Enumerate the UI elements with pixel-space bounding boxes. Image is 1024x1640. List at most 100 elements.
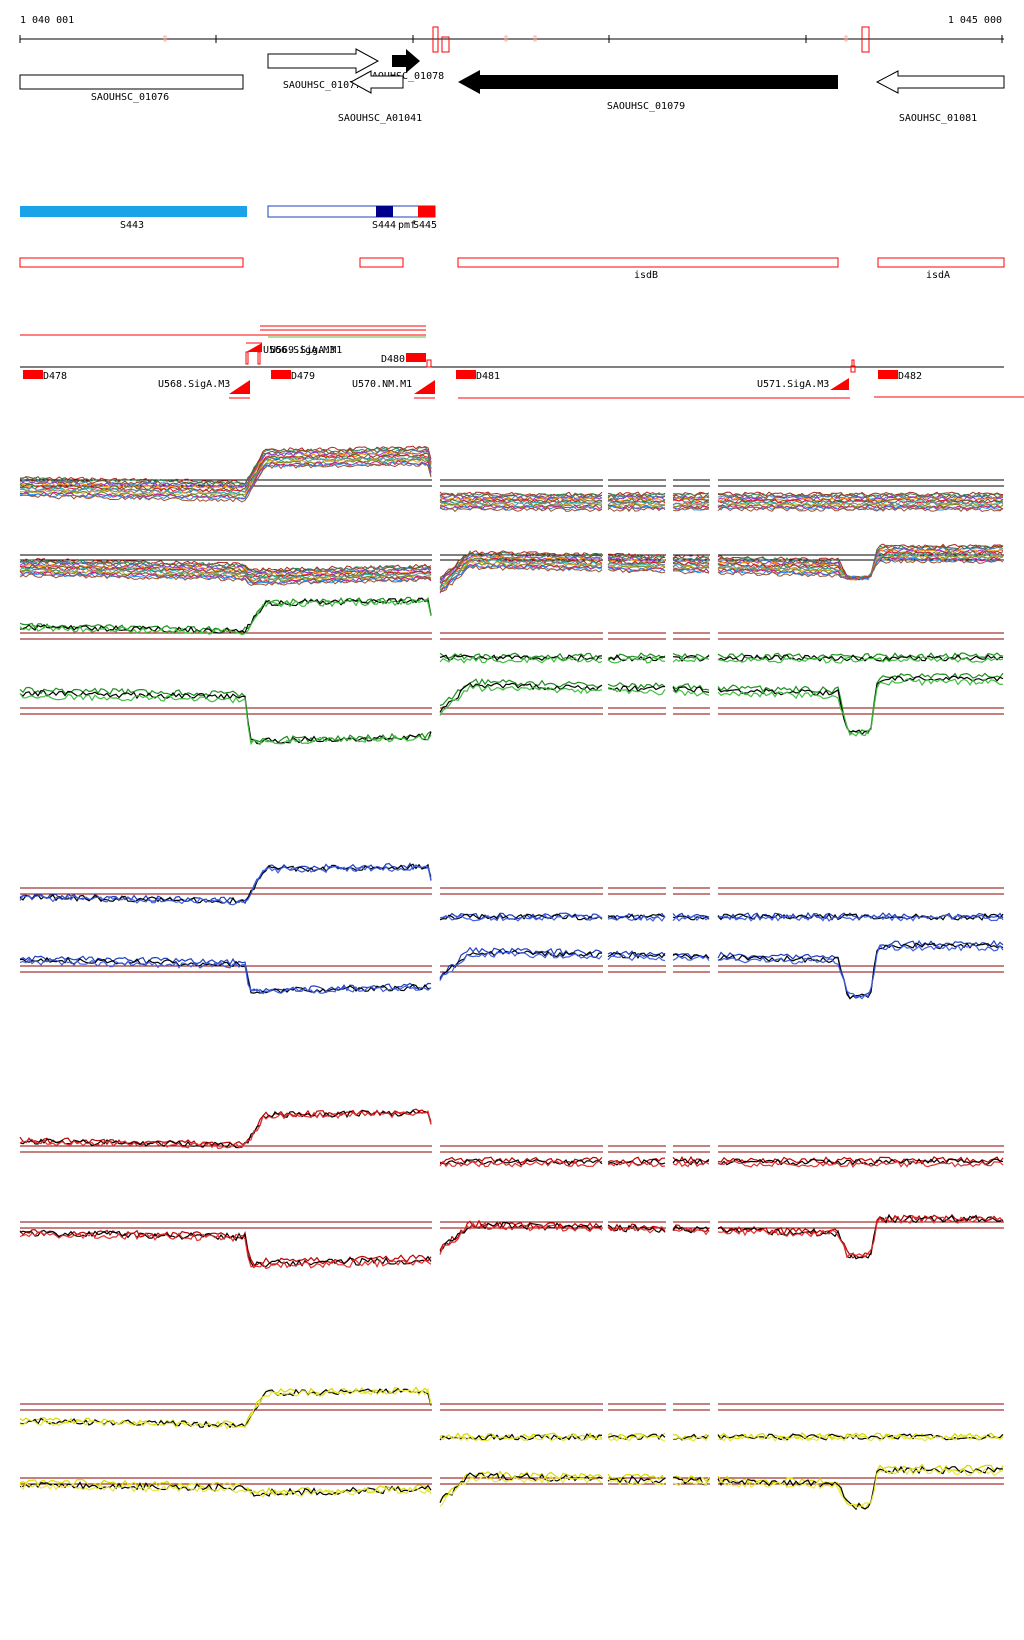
feature-isdb[interactable]: isdB	[457, 257, 839, 281]
profile-trace	[717, 492, 1004, 498]
segment-s443[interactable]: S443	[20, 206, 247, 231]
profile-trace	[439, 506, 603, 513]
gene-saouhsc-a01041[interactable]: SAOUHSC_A01041	[338, 70, 422, 124]
profile-trace	[439, 684, 603, 716]
profile-trace	[19, 598, 432, 636]
profile-trace	[717, 654, 1004, 662]
site-marker[interactable]	[229, 380, 250, 394]
segment-label: S445	[413, 220, 437, 231]
profile-trace	[19, 958, 432, 995]
profile-trace	[717, 1213, 1004, 1259]
profile-trace	[607, 1435, 666, 1442]
profile-trace	[717, 1433, 1004, 1441]
profile-trace	[607, 687, 666, 696]
profile-trace	[439, 1156, 603, 1165]
site-label: D480	[381, 354, 405, 365]
site-marker[interactable]	[830, 378, 849, 390]
profile-trace	[607, 1225, 666, 1234]
profile-trace	[717, 506, 1004, 513]
profile-trace	[672, 1227, 710, 1236]
profile-trace	[439, 1432, 603, 1440]
profile-trace	[439, 913, 603, 921]
site-label: D481	[476, 371, 500, 382]
profile-trace	[19, 1229, 432, 1269]
site-d482[interactable]	[878, 370, 898, 379]
profile-trace	[439, 1470, 603, 1501]
profile-trace	[672, 570, 710, 575]
profile-trace	[672, 1160, 710, 1168]
profile-trace	[672, 689, 710, 697]
feature-label: isdA	[926, 270, 950, 281]
profile-trace	[19, 1482, 432, 1498]
feature-isda[interactable]: isdA	[877, 257, 1005, 281]
profile-trace	[439, 559, 603, 588]
profile-trace	[672, 1479, 710, 1487]
profile-trace	[19, 563, 432, 578]
segment-label: S444	[372, 220, 396, 231]
profile-trace	[439, 1434, 603, 1442]
profile-trace	[717, 652, 1004, 660]
gene-saouhsc-01078[interactable]: SAOUHSC_01078	[366, 49, 444, 82]
gene-label: SAOUHSC_A01041	[338, 113, 422, 124]
profile-trace	[607, 554, 666, 560]
profile-trace	[672, 557, 710, 563]
gene-saouhsc-01079[interactable]: SAOUHSC_01079	[458, 70, 838, 112]
profile-trace	[607, 556, 666, 562]
profile-trace	[717, 944, 1004, 1000]
profile-trace	[717, 939, 1004, 1000]
site-d480[interactable]	[406, 353, 426, 362]
feature-label: isdB	[634, 270, 658, 281]
profile-trace	[672, 554, 710, 559]
profile-trace	[19, 558, 432, 573]
profile-trace	[672, 915, 710, 921]
site-label: D479	[291, 371, 315, 382]
profile-trace	[672, 1476, 710, 1486]
profile-trace	[19, 955, 432, 993]
ruler-end-label: 1 045 000	[948, 15, 1002, 26]
profile-trace	[717, 499, 1004, 505]
profile-trace	[607, 685, 666, 693]
gene-saouhsc-01081[interactable]: SAOUHSC_01081	[875, 70, 1005, 124]
site-label: U571.SigA.M3	[757, 379, 829, 390]
profile-trace	[672, 556, 709, 561]
site-label: D478	[43, 371, 67, 382]
site-d481[interactable]	[456, 370, 476, 379]
profile-trace	[439, 495, 603, 501]
profile-trace	[717, 495, 1004, 501]
profile-trace	[717, 552, 1004, 581]
profile-trace	[717, 942, 1004, 1000]
ruler-ticks	[19, 35, 1003, 43]
gene-label: SAOUHSC_01079	[607, 101, 685, 112]
profile-trace	[607, 1156, 665, 1164]
gene-saouhsc-01076[interactable]: SAOUHSC_01076	[19, 74, 244, 103]
site-marker[interactable]	[246, 343, 262, 352]
site-marker[interactable]	[414, 380, 435, 394]
site-d478[interactable]	[23, 370, 43, 379]
profile-trace	[19, 1388, 432, 1429]
profile-trace	[607, 561, 665, 567]
profile-trace	[607, 913, 666, 922]
feature-box[interactable]	[19, 257, 244, 268]
profile-trace	[439, 1219, 603, 1251]
profile-trace	[672, 506, 710, 512]
gene-saouhsc-01077[interactable]: SAOUHSC_01077	[267, 48, 380, 91]
profile-trace	[717, 1215, 1004, 1259]
site-d479[interactable]	[271, 370, 291, 379]
profile-trace	[439, 564, 603, 592]
profile-trace	[19, 456, 432, 496]
profile-trace	[717, 914, 1004, 922]
profile-trace	[19, 569, 432, 583]
profile-trace	[439, 557, 603, 584]
profile-trace	[717, 1160, 1004, 1168]
gene-label: SAOUHSC_01078	[366, 71, 444, 82]
profile-trace	[19, 1231, 432, 1270]
profile-trace	[19, 454, 432, 494]
profile-trace	[672, 1434, 710, 1442]
profile-trace	[607, 954, 666, 962]
profile-trace	[607, 566, 666, 572]
feature-box[interactable]	[359, 257, 404, 268]
segment-s445[interactable]: S445	[413, 206, 437, 231]
profile-trace	[607, 563, 666, 569]
profile-trace	[717, 501, 1004, 507]
